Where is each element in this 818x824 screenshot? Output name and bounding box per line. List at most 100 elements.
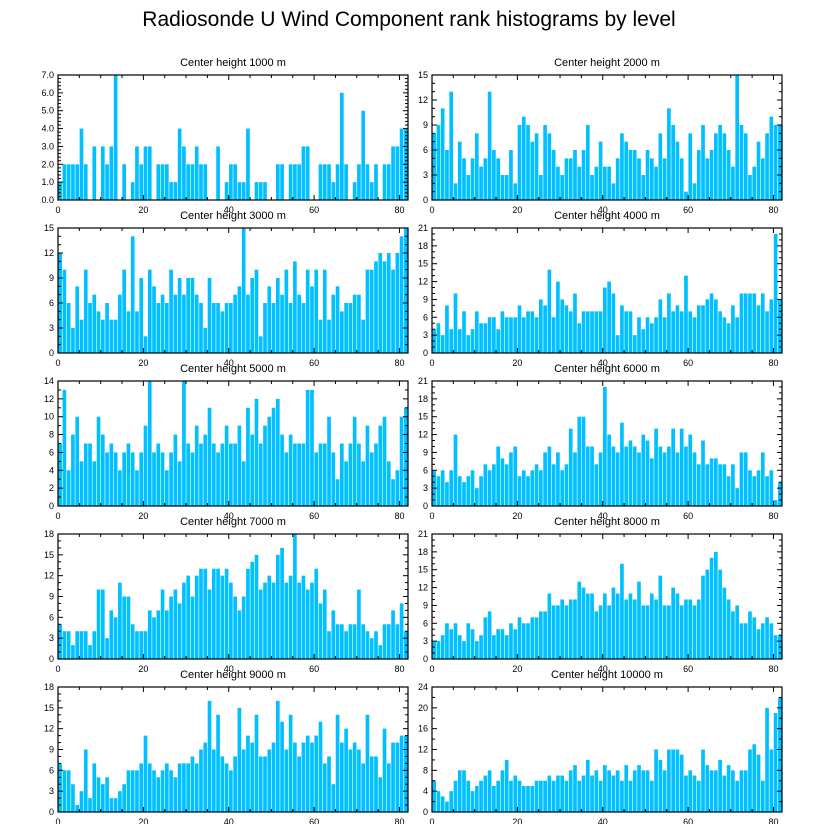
histogram-bar [211,749,216,812]
histogram-bar [203,434,208,506]
histogram-bar [369,756,374,812]
x-tick-label: 0 [429,664,434,674]
histogram-bar [297,294,301,353]
histogram-bar [130,624,135,659]
histogram-bar [126,770,131,812]
histogram-bar [71,434,75,506]
histogram-bar [684,775,688,812]
histogram-bar [769,749,774,812]
histogram-bar [500,770,505,812]
x-tick-label: 80 [768,817,778,824]
histogram-bar [658,133,663,200]
histogram-bar [344,728,348,812]
histogram-bar [436,641,441,659]
histogram-bar [169,182,173,200]
histogram-bar [722,775,727,812]
histogram-bar [688,599,693,659]
histogram-bar [765,707,769,812]
histogram-bar [340,443,344,506]
histogram-bar [692,452,697,506]
histogram-bar [152,452,156,506]
histogram-bar [654,317,658,353]
y-tick-label: 2.0 [41,159,54,169]
histogram-bar [135,146,139,200]
y-tick-label: 3 [49,633,54,643]
histogram-bar [288,575,293,659]
histogram-bar [590,175,594,200]
histogram-bar [632,446,637,506]
x-tick-label: 40 [224,664,234,674]
histogram-bar [513,446,518,506]
histogram-bar [483,617,488,659]
histogram-bar [211,443,216,506]
histogram-bar [534,617,539,659]
histogram-bar [62,269,67,353]
histogram-bar [756,754,761,812]
histogram-bar [386,461,391,506]
histogram-plot: 0 20 40 60 80 0 3 6 9 12 15 18 [44,529,409,674]
y-tick-label: 15 [418,259,428,269]
histogram-bar [590,593,594,659]
histogram-plot: 0 20 40 60 80 0 3 6 9 12 15 [44,223,409,368]
histogram-bar [241,461,246,506]
histogram-bar [357,589,361,659]
histogram-bar [607,166,611,200]
histogram-bar [301,575,306,659]
histogram-bar [105,452,109,506]
histogram-bar [203,742,208,812]
histogram-bar [199,749,203,812]
histogram-bar [551,605,556,659]
histogram-bar [263,756,267,812]
histogram-bar [169,269,173,353]
histogram-bar [701,749,705,812]
histogram-bar [637,765,641,812]
histogram-bar [293,261,297,353]
histogram-bar [534,317,539,353]
histogram-bar [177,278,182,353]
histogram-bar [662,158,667,200]
y-tick-label: 6 [49,447,54,457]
histogram-bar [748,293,752,353]
histogram-bar [271,582,276,659]
histogram-bar [216,303,220,353]
histogram-bar [564,464,569,506]
histogram-bar [457,476,462,506]
histogram-bar [487,317,492,353]
histogram-bar [551,317,556,353]
histogram-bar [603,386,607,506]
x-tick-label: 40 [598,205,608,215]
chart-panel-7: Center height 7000 m 0 20 40 60 80 0 3 6 9 12 15 18 [44,516,409,674]
histogram-bar [705,765,710,812]
histogram-bar [577,416,582,506]
histogram-bar [598,605,603,659]
x-tick-label: 40 [224,358,234,368]
y-tick-label: 6 [423,618,428,628]
histogram-bar [632,150,637,200]
x-tick-label: 80 [394,817,404,824]
histogram-bar [267,286,272,353]
histogram-bar [556,605,560,659]
histogram-bar [275,164,280,200]
histogram-bar [731,770,735,812]
y-tick-label: 0.0 [41,195,54,205]
y-tick-label: 6 [423,312,428,322]
histogram-bar [726,323,731,353]
histogram-bar [773,233,778,353]
x-tick-label: 40 [224,511,234,521]
histogram-bar [100,146,105,200]
histogram-bar [496,629,500,659]
histogram-bar [194,146,199,200]
histogram-bar [649,158,654,200]
chart-panel-3: Center height 3000 m 0 20 40 60 80 0 3 6 9 12 15 [44,210,409,368]
y-tick-label: 0 [49,807,54,817]
histogram-bar [352,416,357,506]
histogram-bar [667,605,671,659]
histogram-bar [470,470,475,506]
x-tick-label: 60 [309,817,319,824]
histogram-bar [224,182,229,200]
histogram-bar [348,749,353,812]
histogram-bar [688,133,693,200]
histogram-bar [224,425,229,506]
histogram-bar [726,765,731,812]
histogram-bar [556,452,560,506]
